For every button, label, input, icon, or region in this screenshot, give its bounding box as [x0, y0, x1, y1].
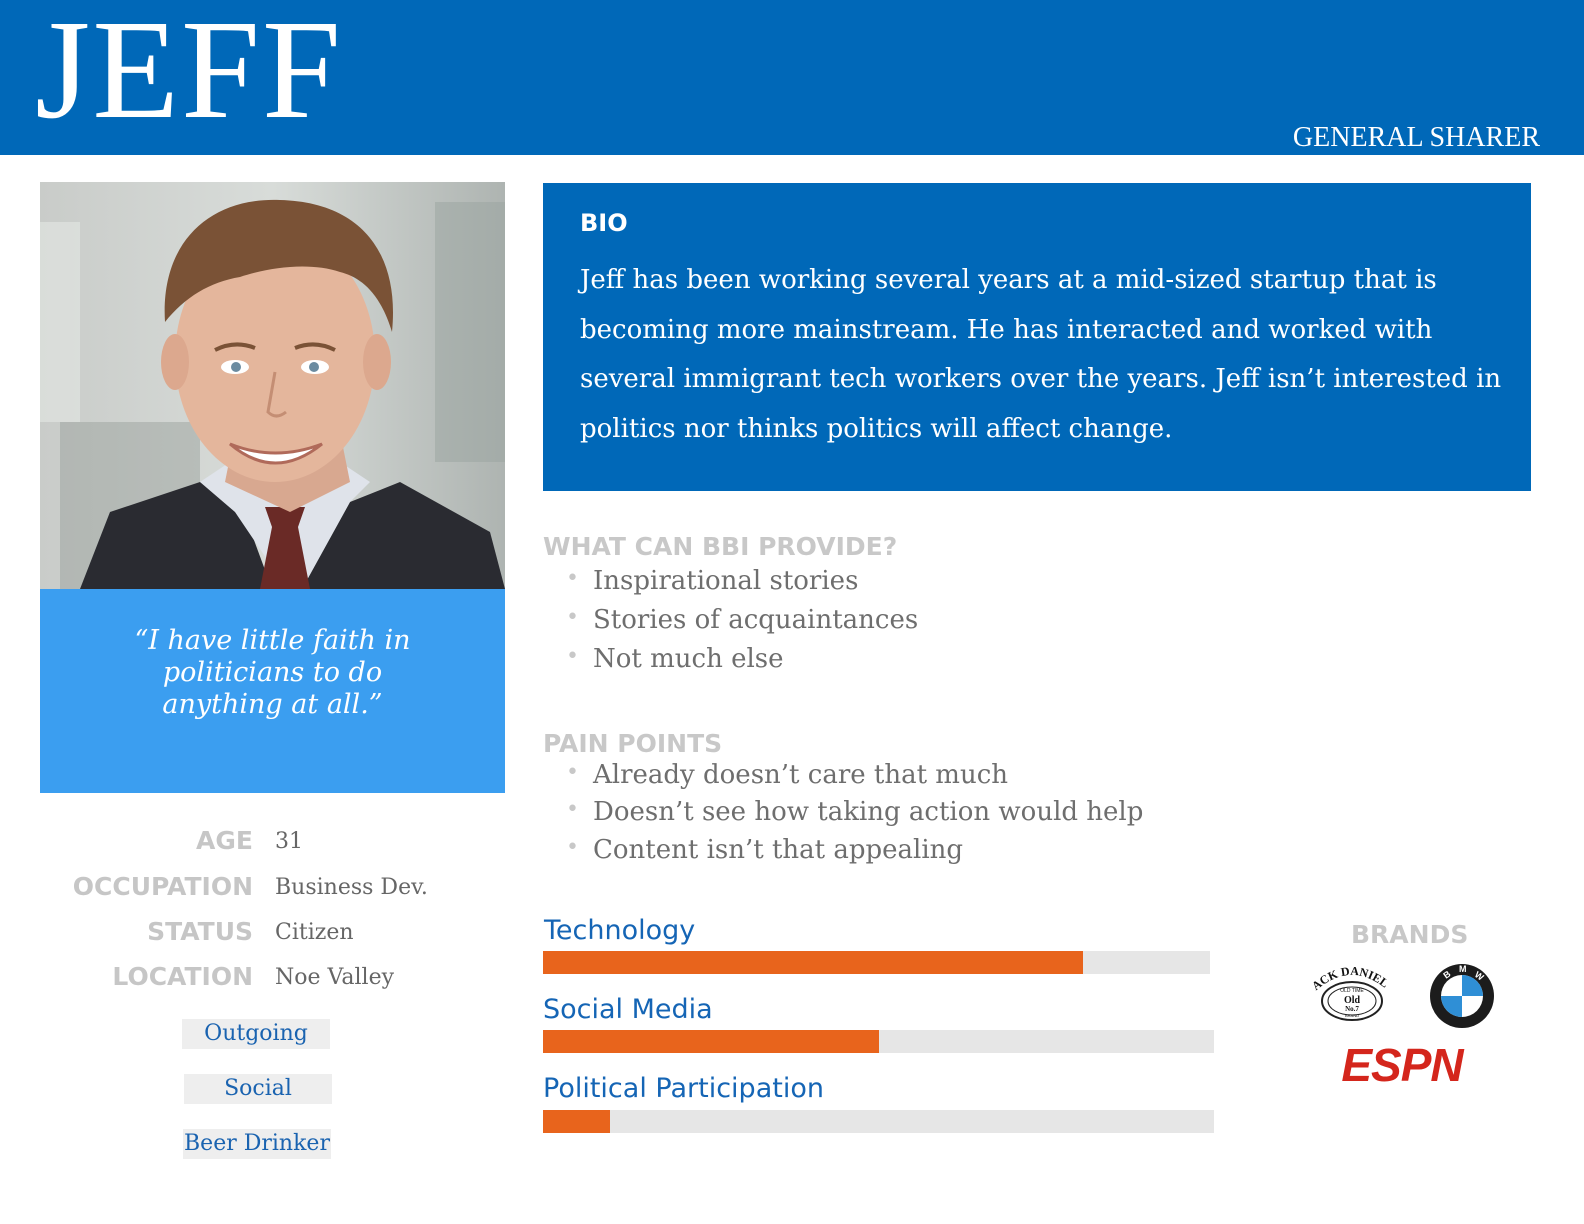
bmw-letter-m: M	[1459, 964, 1467, 974]
meter-track-technology	[543, 951, 1210, 974]
espn-wordmark: ESPN	[1341, 1045, 1464, 1087]
bullet-icon: •	[566, 835, 579, 860]
fact-label: LOCATION	[112, 962, 253, 991]
list-item: • Already doesn’t care that much	[566, 760, 1143, 797]
jd-number: No.7	[1345, 1005, 1359, 1013]
bullet-icon: •	[566, 605, 579, 630]
fact-label: AGE	[196, 826, 253, 855]
espn-logo: ESPN	[1341, 1045, 1465, 1087]
persona-role: GENERAL SHARER	[1292, 122, 1540, 153]
persona-photo	[40, 182, 505, 589]
list-item-text: Doesn’t see how taking action would help	[593, 797, 1144, 827]
fact-label: STATUS	[147, 917, 253, 946]
bullet-icon: •	[566, 760, 579, 785]
bmw-letter-b: B	[1441, 968, 1452, 980]
trait-tag: Social	[184, 1074, 332, 1104]
pain-points-title: PAIN POINTS	[543, 729, 723, 758]
meter-fill-technology	[543, 951, 1084, 974]
persona-name: JEFF	[35, 0, 343, 148]
bmw-logo: B M W	[1430, 964, 1494, 1028]
list-item: • Not much else	[566, 644, 918, 683]
provide-list: • Inspirational stories • Stories of acqua…	[566, 566, 918, 683]
list-item: • Inspirational stories	[566, 566, 918, 605]
fact-label: OCCUPATION	[72, 872, 253, 901]
list-item-text: Already doesn’t care that much	[593, 760, 1009, 790]
fact-value: Business Dev.	[275, 875, 428, 900]
fact-value: Noe Valley	[275, 965, 395, 990]
provide-title: WHAT CAN BBI PROVIDE?	[543, 532, 898, 561]
fact-row-occupation: OCCUPATION Business Dev.	[40, 872, 505, 912]
jack-daniels-logo: JACK DANIEL'S OLD TIME Old No.7 BRAND	[1312, 963, 1391, 1021]
bullet-icon: •	[566, 797, 579, 822]
meter-fill-political-participation	[543, 1110, 611, 1133]
meter-label-technology: Technology	[544, 915, 696, 946]
list-item-text: Inspirational stories	[593, 566, 859, 596]
fact-row-status: STATUS Citizen	[40, 917, 505, 957]
persona-quote: “I have little faith in politicians to d…	[134, 625, 411, 720]
jd-subtitle: OLD TIME	[1340, 988, 1364, 994]
fact-value: 31	[275, 829, 303, 854]
brands-title: BRANDS	[1351, 920, 1469, 949]
meter-label-social-media: Social Media	[543, 994, 713, 1025]
meter-fill-social-media	[543, 1030, 879, 1053]
list-item-text: Not much else	[593, 644, 784, 674]
list-item: • Doesn’t see how taking action would hel…	[566, 797, 1143, 835]
pain-points-list: • Already doesn’t care that much • Doesn’t…	[566, 760, 1143, 873]
bullet-icon: •	[566, 566, 579, 591]
quote-box: “I have little faith in politicians to d…	[40, 589, 505, 793]
bullet-icon: •	[566, 644, 579, 669]
meter-label-political-participation: Political Participation	[543, 1073, 824, 1104]
meter-track-political-participation	[543, 1110, 1214, 1133]
list-item-text: Content isn’t that appealing	[593, 835, 964, 865]
list-item: • Stories of acquaintances	[566, 605, 918, 644]
fact-row-location: LOCATION Noe Valley	[40, 962, 505, 1002]
bio-title: BIO	[580, 209, 628, 237]
trait-tag: Outgoing	[182, 1019, 330, 1049]
jd-brand: BRAND	[1345, 1013, 1359, 1018]
bio-box: BIO Jeff has been working several years …	[543, 183, 1531, 491]
header-banner: JEFF GENERAL SHARER	[0, 0, 1584, 155]
fact-row-age: AGE 31	[40, 826, 505, 866]
jd-old: Old	[1344, 995, 1361, 1006]
trait-tag: Beer Drinker	[183, 1129, 331, 1159]
meter-track-social-media	[543, 1030, 1214, 1053]
list-item-text: Stories of acquaintances	[593, 605, 919, 635]
fact-value: Citizen	[275, 920, 354, 945]
list-item: • Content isn’t that appealing	[566, 835, 1143, 873]
bio-text: Jeff has been working several years at a…	[580, 265, 1502, 444]
